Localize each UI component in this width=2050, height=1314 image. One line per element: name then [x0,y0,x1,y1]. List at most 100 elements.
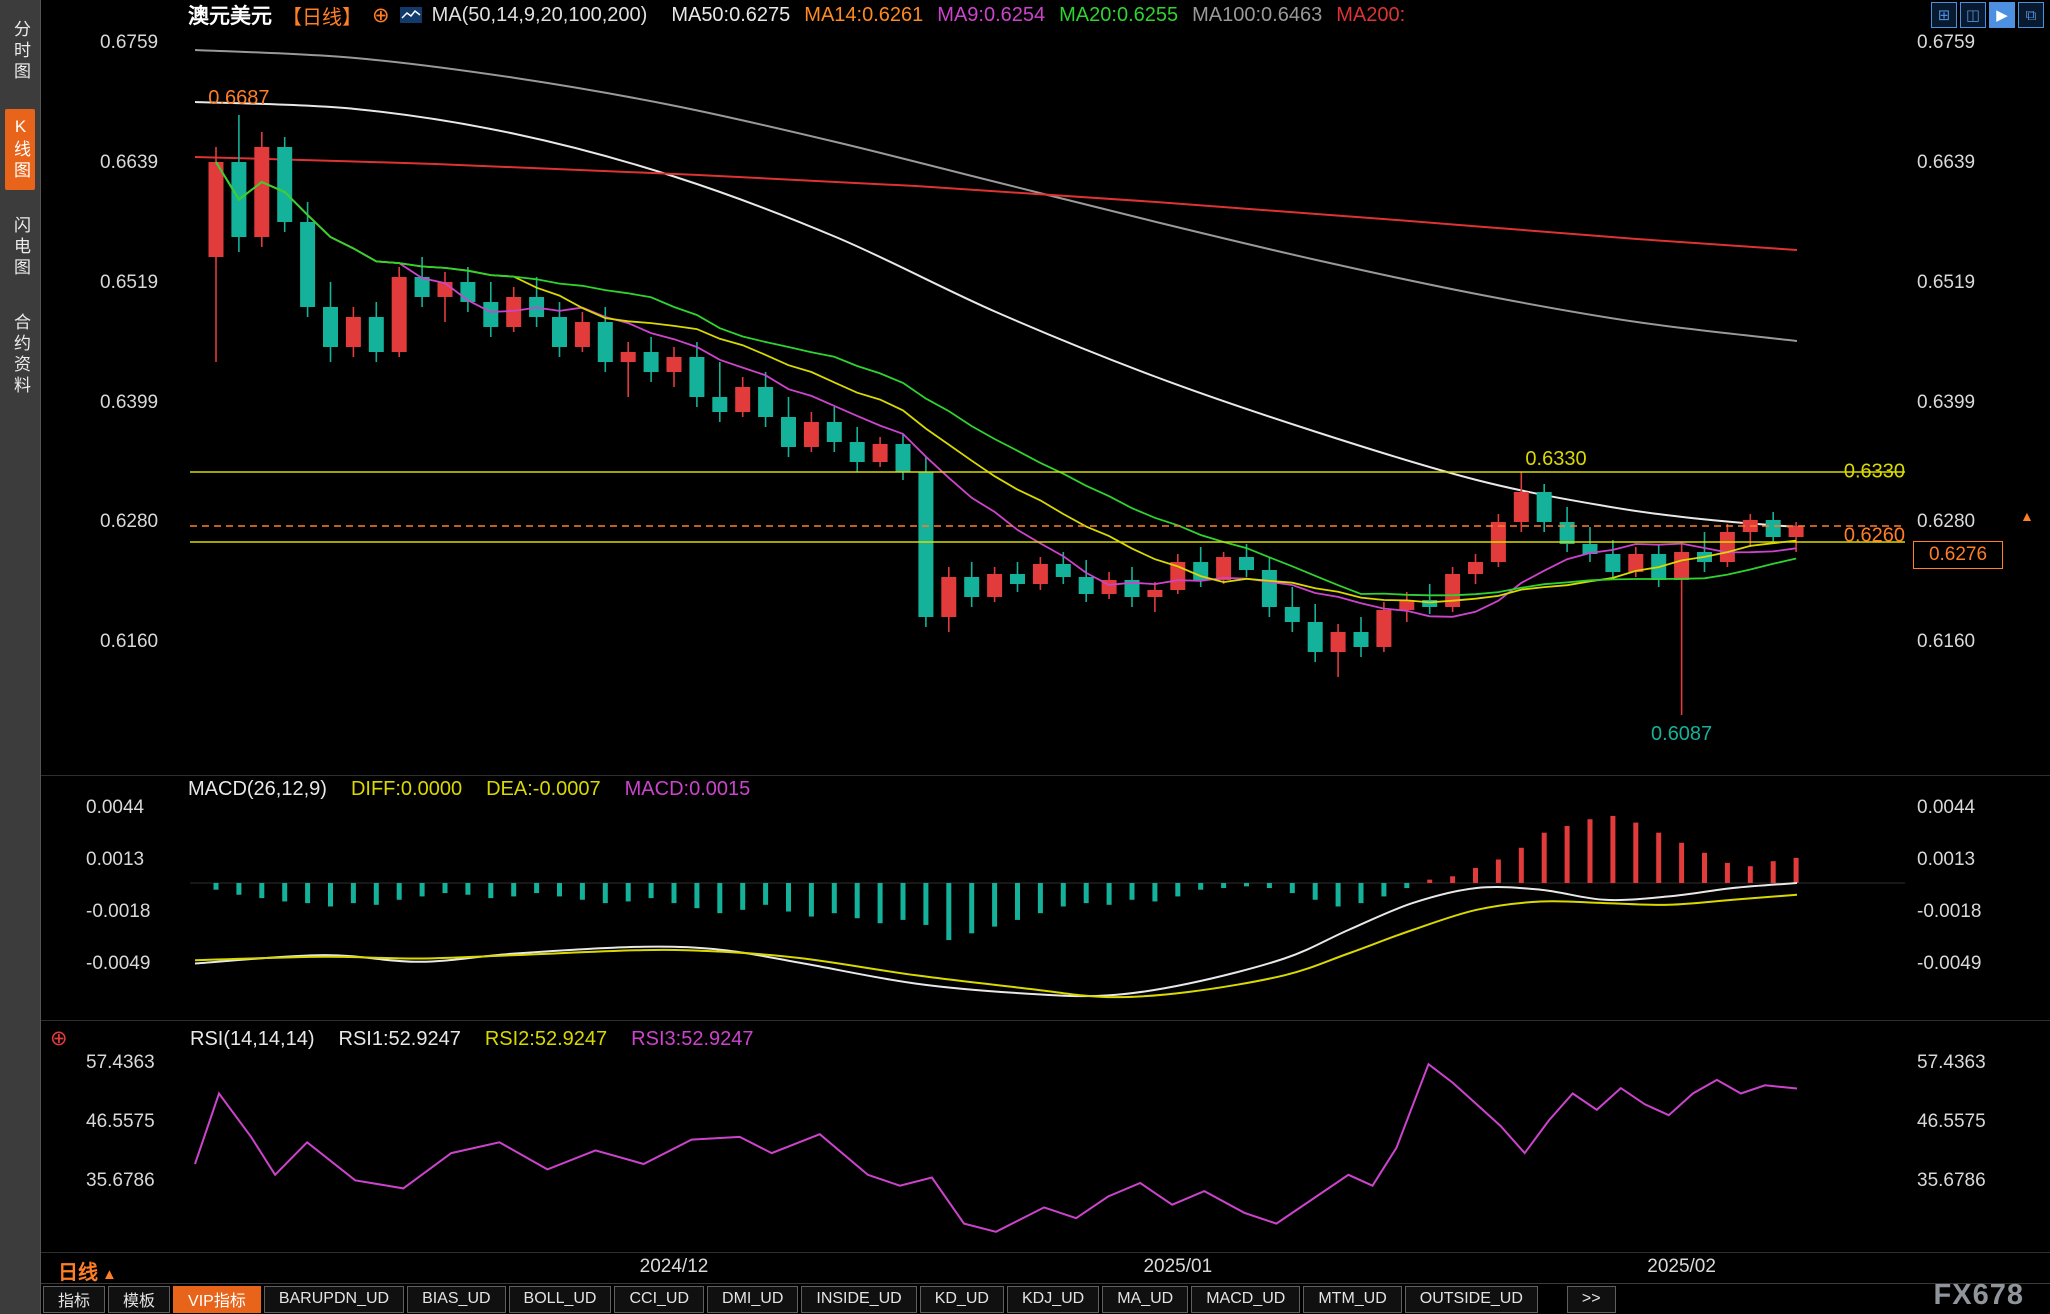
toolbar-tab[interactable]: DMI_UD [707,1285,799,1313]
candle[interactable] [758,387,774,417]
candle[interactable] [941,577,957,617]
toolbar-tab[interactable]: BOLL_UD [508,1285,612,1313]
candle[interactable] [735,387,751,412]
layout-grid-icon[interactable]: ⊞ [1931,2,1957,28]
candle[interactable] [368,317,384,352]
candle[interactable] [712,397,728,412]
candle[interactable] [781,417,796,447]
candle[interactable] [1422,600,1438,607]
candle[interactable] [895,444,911,472]
candle[interactable] [483,302,499,327]
candle[interactable] [1032,564,1048,584]
toolbar-tab[interactable]: KDJ_UD [1006,1285,1100,1313]
candle[interactable] [666,357,682,372]
candle[interactable] [1239,557,1254,570]
toolbar-tab[interactable]: 指标 [43,1285,106,1313]
candle[interactable] [323,307,338,347]
macd-panel[interactable] [40,775,2050,1021]
candle[interactable] [1765,520,1781,537]
candle[interactable] [803,422,819,447]
toolbar-tab[interactable]: KD_UD [919,1285,1004,1313]
candle[interactable] [1284,607,1300,622]
candle[interactable] [1147,590,1163,597]
toolbar-tab[interactable]: VIP指标 [173,1285,261,1313]
candle[interactable] [1605,554,1621,572]
candle[interactable] [1376,610,1392,647]
candle[interactable] [1559,522,1575,544]
sidebar-item-nav[interactable]: 闪电图 [11,216,30,279]
toolbar-tab[interactable]: MACD_UD [1191,1285,1301,1313]
candle[interactable] [277,147,293,222]
candle[interactable] [643,352,659,372]
candle[interactable] [849,442,865,462]
toolbar-tab[interactable]: OUTSIDE_UD [1404,1285,1538,1313]
candle[interactable] [1628,554,1644,572]
candle[interactable] [689,357,705,397]
candle[interactable] [1719,532,1735,562]
candle[interactable] [1055,564,1071,577]
mini-chart-icon[interactable] [399,7,422,23]
candle[interactable] [1445,574,1461,607]
new-window-icon[interactable]: ⧉ [2018,2,2044,28]
candle[interactable] [1788,526,1804,537]
candle[interactable] [1124,580,1140,597]
ma-line-ma20 [215,161,1797,597]
candle[interactable] [1193,562,1209,580]
candle[interactable] [1010,574,1025,584]
candle[interactable] [506,297,522,327]
toolbar-tab[interactable]: 模板 [108,1285,171,1313]
play-icon[interactable]: ▶ [1989,2,2015,28]
toolbar-tab[interactable]: MA_UD [1102,1285,1189,1313]
candle[interactable] [918,472,934,617]
candle[interactable] [1513,492,1529,522]
candle[interactable] [1307,622,1323,652]
candle[interactable] [208,162,224,257]
sidebar-item-nav[interactable]: 合约资料 [11,313,30,397]
macd-bar [1610,815,1616,883]
sidebar-item-active[interactable]: K线图 [5,109,35,190]
macd-bar [1702,852,1707,883]
candle[interactable] [300,222,316,307]
candle[interactable] [552,317,567,347]
candle[interactable] [1216,557,1232,580]
current-price-box: 0.6276 [1913,541,2003,569]
candle[interactable] [574,322,590,347]
candle[interactable] [872,444,888,462]
toolbar-tab[interactable]: MTM_UD [1303,1285,1402,1313]
macd-bar [419,883,425,897]
candle[interactable] [254,147,270,237]
candle[interactable] [620,352,636,362]
toolbar-tab[interactable]: BIAS_UD [407,1285,506,1313]
sidebar-item-nav[interactable]: 分时图 [11,20,30,83]
toolbar-tab[interactable]: BARUPDN_UD [263,1285,405,1313]
candle[interactable] [1261,570,1277,607]
candle[interactable] [1536,492,1552,522]
candle[interactable] [987,574,1003,597]
candle[interactable] [1078,577,1094,594]
toolbar-more-button[interactable]: >> [1566,1285,1616,1313]
rsi-panel[interactable] [40,1020,2050,1253]
candle[interactable] [391,277,407,352]
candle[interactable] [1674,552,1690,580]
add-indicator-icon[interactable]: ⊕ [372,3,390,27]
candlestick-chart[interactable] [40,30,2050,775]
candle[interactable] [1330,632,1346,652]
candle[interactable] [414,277,430,297]
toolbar-tab[interactable]: CCI_UD [614,1285,705,1313]
candle[interactable] [437,282,453,297]
candle[interactable] [1170,562,1186,590]
toolbar-tab[interactable]: INSIDE_UD [801,1285,917,1313]
layout-columns-icon[interactable]: ◫ [1960,2,1986,28]
candle[interactable] [1399,600,1415,610]
candle[interactable] [597,322,613,362]
candle[interactable] [964,577,980,597]
period-selector[interactable]: 日线 ▲ [58,1256,117,1285]
candle[interactable] [826,422,842,442]
candle[interactable] [1582,544,1598,554]
candle[interactable] [1353,632,1369,647]
candle[interactable] [460,282,476,302]
live-indicator-icon[interactable]: ⊕ [50,1027,68,1050]
time-axis-separator [41,1252,2050,1253]
candle[interactable] [1468,562,1483,574]
candle[interactable] [345,317,361,347]
